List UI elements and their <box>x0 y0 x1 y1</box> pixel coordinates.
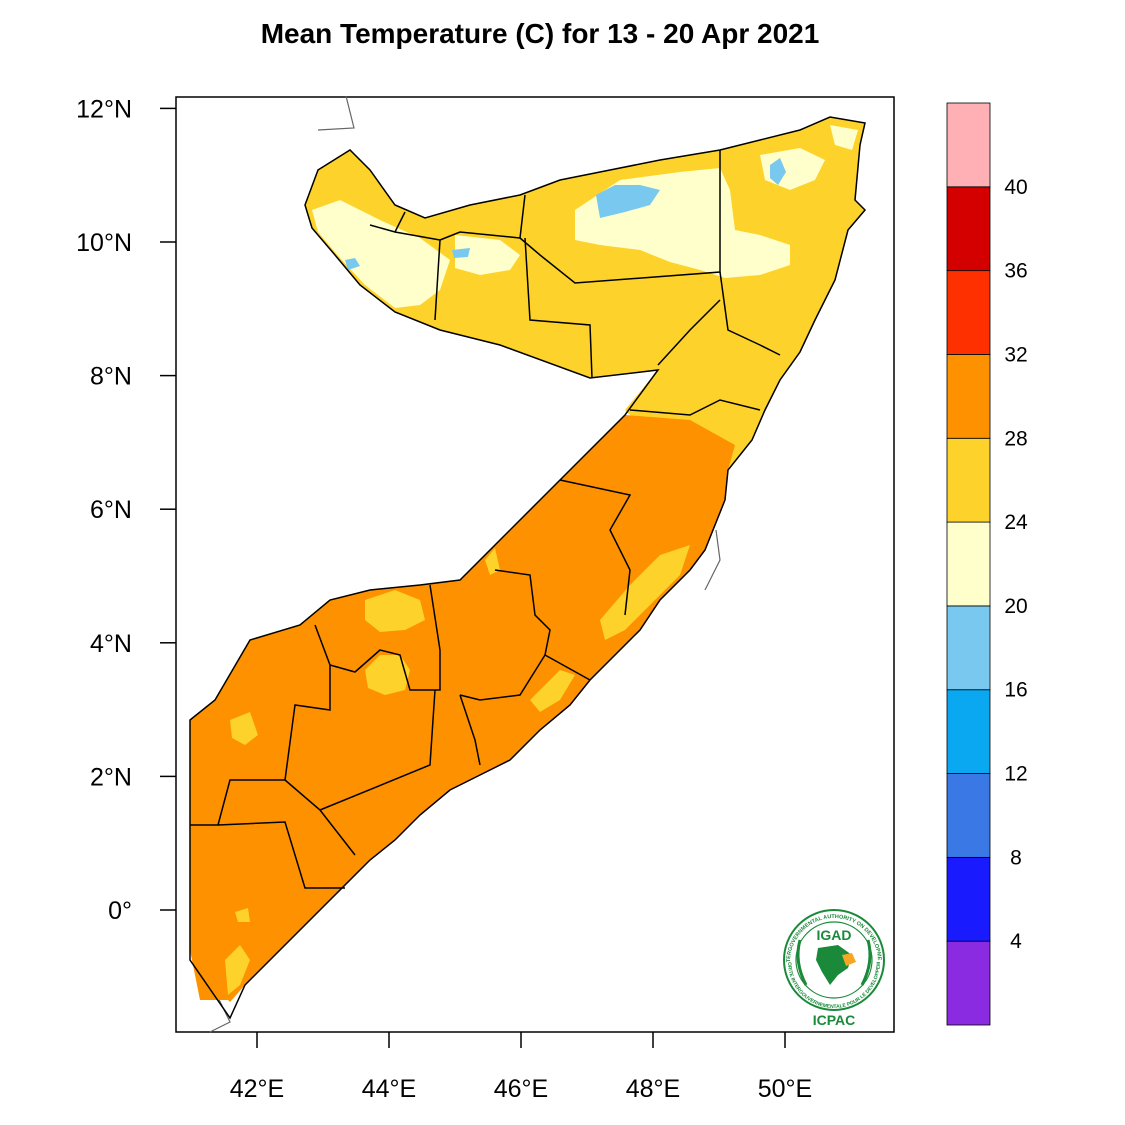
south-region-24-28-f <box>225 945 250 995</box>
colorbar-segment <box>946 186 991 272</box>
south-region-24-28-d <box>530 670 575 712</box>
horn-of-africa-icon <box>842 953 856 966</box>
x-axis: 42°E 44°E 46°E 48°E 50°E <box>230 1032 812 1103</box>
south-region-24-28-a <box>365 590 425 632</box>
laurel-right-icon <box>860 939 872 986</box>
colorbar-label: 24 <box>1004 511 1028 534</box>
y-tick-label: 4°N <box>90 630 132 658</box>
north-region-16-20-a <box>596 185 660 218</box>
admin-borders <box>189 116 867 1020</box>
colorbar-label: 12 <box>1004 763 1027 786</box>
south-region-28-32 <box>190 415 735 1002</box>
north-region-20-24-c <box>455 235 520 275</box>
north-region-20-24-e <box>830 125 858 150</box>
colorbar-segment <box>946 437 991 523</box>
colorbar-label: 40 <box>1004 176 1027 199</box>
x-tick-label: 42°E <box>230 1075 284 1103</box>
y-tick-label: 2°N <box>90 763 132 791</box>
north-region-16-20-b <box>770 158 786 185</box>
y-tick-label: 12°N <box>76 95 132 123</box>
colorbar-segment <box>946 605 991 691</box>
x-tick-label: 50°E <box>758 1075 812 1103</box>
colorbar-segment <box>946 940 991 1026</box>
country-outline <box>189 116 867 1020</box>
y-tick-label: 0° <box>108 897 132 925</box>
colorbar-segment <box>946 270 991 355</box>
y-tick-label: 6°N <box>90 496 132 524</box>
south-region-24-28-e <box>230 712 258 745</box>
north-region-16-20-c <box>452 248 470 258</box>
colorbar-label: 4 <box>1010 930 1022 953</box>
logo-igad-text: IGAD <box>817 927 852 943</box>
colorbar-segment <box>946 773 991 858</box>
temperature-fill <box>190 117 865 1002</box>
x-tick-label: 44°E <box>362 1075 416 1103</box>
logo-icpac-text: ICPAC <box>813 1012 856 1028</box>
colorbar-label: 16 <box>1004 679 1027 702</box>
colorbar-label: 28 <box>1004 427 1027 450</box>
south-region-24-28-g <box>485 548 500 575</box>
x-tick-label: 48°E <box>626 1075 680 1103</box>
x-tick-label: 46°E <box>494 1075 548 1103</box>
y-axis: 12°N 10°N 8°N 6°N 4°N 2°N 0° <box>76 95 176 925</box>
y-tick-label: 8°N <box>90 363 132 391</box>
laurel-left-icon <box>796 939 808 986</box>
colorbar-label: 32 <box>1004 343 1027 366</box>
colorbar: 4 8 12 16 20 24 28 32 36 40 <box>946 102 1028 1026</box>
colorbar-segment <box>946 354 991 439</box>
colorbar-segment <box>946 856 991 942</box>
north-region-20-24 <box>312 200 450 308</box>
colorbar-segment <box>946 521 991 607</box>
south-region-24-28-c <box>600 545 690 640</box>
colorbar-segment <box>946 689 991 774</box>
y-tick-label: 10°N <box>76 229 132 257</box>
map-title: Mean Temperature (C) for 13 - 20 Apr 202… <box>260 18 820 49</box>
colorbar-segment <box>946 102 991 188</box>
north-region-16-20-d <box>345 258 360 270</box>
colorbar-label: 8 <box>1010 846 1022 869</box>
south-region-24-28-h <box>235 908 250 922</box>
colorbar-label: 36 <box>1004 260 1027 283</box>
south-region-24-28-b <box>365 655 410 695</box>
colorbar-label: 20 <box>1004 595 1027 618</box>
